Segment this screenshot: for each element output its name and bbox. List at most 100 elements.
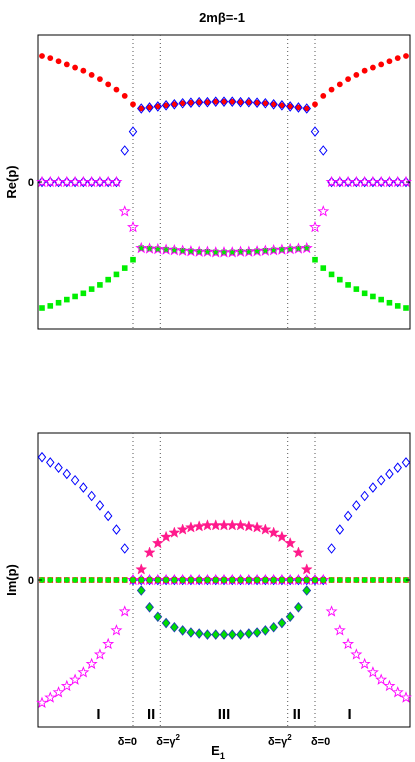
re-p-series-0-point-34 [320, 93, 327, 99]
re-p-series-2-point-2 [55, 299, 62, 306]
re-p-series-0-point-8 [105, 81, 112, 88]
re-p-series-2-point-30 [287, 246, 293, 252]
re-p-series-0-point-28 [270, 101, 277, 108]
im-p-series-3-point-19 [196, 577, 203, 583]
re-p-series-3-point-4 [69, 175, 82, 188]
re-p-series-1-point-23 [228, 96, 237, 107]
im-p-series-0-point-2 [54, 462, 63, 473]
im-p-series-0-point-3 [62, 468, 72, 480]
re-p-series-0-point-40 [370, 64, 376, 71]
im-p-series-1-point-9 [110, 624, 123, 636]
re-p-series-2-point-28 [270, 247, 277, 254]
re-p-series-2-point-37 [345, 282, 351, 288]
im-p-series-3-point-17 [179, 577, 186, 583]
re-p-series-1-point-14 [153, 101, 163, 112]
re-p-series-1-point-19 [194, 96, 204, 108]
im-p-series-5-point-14 [153, 611, 163, 623]
im-p-series-3-point-8 [105, 577, 112, 583]
im-p-series-1-point-0 [36, 696, 48, 708]
im-p-series-3-point-20 [204, 577, 211, 583]
re-p-series-1-point-16 [170, 98, 179, 110]
re-p-series-1-point-15 [161, 100, 171, 111]
re-p-series-0-point-33 [312, 101, 318, 108]
re-p-series-3-point-16 [168, 243, 181, 256]
im-p-series-3-point-38 [353, 577, 360, 583]
im-p-series-3-point-7 [97, 577, 103, 583]
im-p-series-5-point-29 [277, 617, 287, 629]
re-p-series-2-point-15 [163, 246, 169, 253]
im-p-series-3-point-31 [295, 577, 302, 583]
re-p-series-3-point-14 [151, 242, 164, 255]
re-p-series-2-point-9 [113, 271, 120, 278]
im-p-series-5-point-24 [236, 629, 245, 640]
re-p-series-2-point-43 [394, 303, 401, 309]
im-p-series-3-point-39 [361, 577, 368, 583]
re-p-series-2-point-4 [72, 293, 78, 300]
re-p-series-3-point-36 [333, 175, 346, 188]
re-p-series-0-point-1 [47, 55, 54, 61]
im-p-y-tick-label-0: 0 [28, 575, 34, 587]
re-p-series-0-point-15 [163, 102, 169, 109]
im-p-series-4-point-17 [176, 523, 189, 535]
im-p-series-3-point-11 [130, 577, 136, 583]
im-p-series-1-point-42 [383, 679, 396, 692]
im-p-series-5-point-16 [169, 621, 179, 633]
im-p-series-1-point-41 [375, 673, 388, 685]
im-p-series-3-point-32 [303, 577, 310, 583]
re-p-series-3-point-38 [350, 175, 363, 188]
im-p-series-5-point-12 [136, 585, 146, 596]
re-p-series-2-point-26 [254, 248, 260, 255]
x-axis-label-main: E [211, 743, 220, 758]
re-p-series-3-point-35 [325, 175, 338, 188]
boundary-label-0: δ=0 [118, 736, 137, 748]
boundary-label-1: δ=γ2 [156, 733, 180, 748]
im-p-series-0-point-1 [46, 457, 55, 468]
im-p-series-0-point-37 [343, 510, 353, 522]
re-p-series-0-point-5 [80, 67, 87, 74]
re-p-y-tick-label-0: 0 [28, 177, 34, 189]
im-p-series-3-point-43 [394, 577, 401, 583]
im-p-series-0-point-7 [95, 500, 105, 511]
im-p-series-1-point-40 [366, 666, 379, 678]
im-p-series-3-point-14 [154, 577, 161, 583]
re-p-series-1-point-26 [252, 97, 262, 109]
re-p-series-1-point-29 [277, 100, 287, 111]
im-p-series-1-point-43 [391, 686, 404, 698]
re-p-series-0-point-18 [188, 99, 194, 106]
im-p-series-0-point-35 [327, 543, 336, 554]
re-p-series-2-point-20 [204, 249, 211, 255]
re-p-series-2-point-38 [353, 286, 360, 292]
re-p-series-2-point-13 [146, 245, 153, 252]
boundary-label-sup-2: 2 [287, 733, 292, 742]
re-p-panel: 0 Re(p) [4, 34, 412, 330]
region-label-0: I [96, 706, 100, 723]
im-p-series-5-point-32 [302, 585, 312, 596]
im-p-series-5-point-26 [252, 627, 262, 638]
im-p-series-3-point-16 [171, 577, 178, 583]
im-p-series-1-point-3 [60, 679, 73, 692]
re-p-series-2-point-5 [80, 290, 87, 297]
im-p-series-1-point-4 [69, 673, 82, 685]
im-p-series-4-point-32 [300, 563, 313, 575]
im-p-series-4-point-28 [267, 526, 280, 538]
im-p-series-5-point-23 [227, 629, 237, 640]
re-p-series-0-point-44 [403, 53, 409, 59]
re-p-series-0-point-19 [196, 99, 203, 106]
re-p-series-0-point-6 [88, 72, 95, 78]
re-p-series-2-point-22 [221, 249, 227, 256]
re-p-series-1-point-18 [186, 97, 196, 109]
im-p-series-5-point-25 [244, 628, 254, 639]
re-p-series-2-point-14 [155, 246, 161, 252]
re-p-series-2-point-29 [279, 246, 285, 253]
im-p-series-0-point-8 [103, 510, 113, 522]
re-p-series-3-point-6 [85, 175, 98, 188]
im-p-series-3-point-29 [279, 577, 285, 583]
region-label-3: II [293, 706, 301, 723]
im-p-series-3-point-27 [262, 577, 269, 583]
im-p-series-0-point-9 [112, 524, 121, 535]
im-p-series-4-point-21 [209, 519, 222, 531]
re-p-series-0-point-31 [295, 104, 302, 111]
re-p-series-0-point-14 [154, 103, 161, 110]
re-p-series-0-point-41 [378, 61, 385, 68]
re-p-series-0-point-35 [328, 86, 335, 93]
